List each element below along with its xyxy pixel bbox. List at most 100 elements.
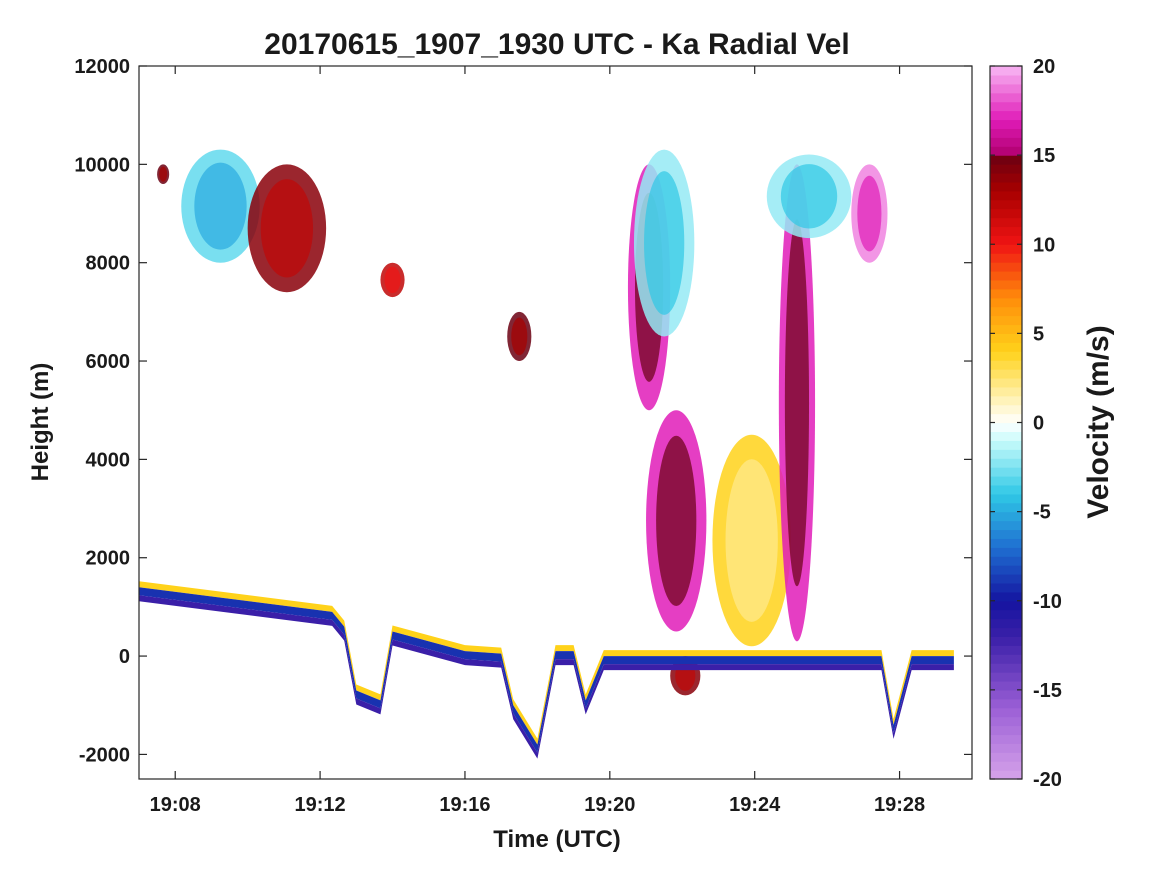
colorbar <box>990 66 1022 780</box>
y-tick-label-8: -2000 <box>79 744 130 766</box>
colorbar-segment-11 <box>990 680 1022 691</box>
colorbar-segment-76 <box>990 101 1022 112</box>
y-tick-label-5: 4000 <box>86 449 131 471</box>
colorbar-segment-79 <box>990 74 1022 85</box>
echo-region-9 <box>712 434 791 647</box>
colorbar-segment-9 <box>990 698 1022 709</box>
colorbar-segment-24 <box>990 565 1022 575</box>
x-tick-label-1: 19:08 <box>150 794 201 816</box>
velocity-heatmap <box>139 149 954 759</box>
colorbar-segment-61 <box>990 235 1022 245</box>
surface-band-middle <box>139 587 954 753</box>
echo-region-5 <box>507 311 532 362</box>
echo-region-4 <box>380 262 405 298</box>
colorbar-segment-25 <box>990 556 1022 566</box>
colorbar-segment-70 <box>990 155 1022 165</box>
colorbar-segment-3 <box>990 752 1022 762</box>
colorbar-segment-36 <box>990 458 1022 468</box>
colorbar-segment-49 <box>990 342 1022 352</box>
colorbar-segment-66 <box>990 190 1022 201</box>
colorbar-segment-69 <box>990 164 1022 174</box>
colorbar-segment-53 <box>990 306 1022 317</box>
colorbar-segment-63 <box>990 217 1022 228</box>
surface-band-upper <box>139 581 954 745</box>
colorbar-tick-label-3: 10 <box>1033 234 1055 256</box>
colorbar-tick-label-1: 20 <box>1033 56 1055 78</box>
x-tick-label-6: 19:28 <box>874 794 925 816</box>
y-tick-label-1: 12000 <box>74 56 130 78</box>
colorbar-segment-65 <box>990 199 1022 210</box>
y-tick-label-2: 10000 <box>74 154 130 176</box>
colorbar-segment-4 <box>990 743 1022 753</box>
colorbar-segment-45 <box>990 377 1022 388</box>
colorbar-segment-21 <box>990 591 1022 602</box>
colorbar-segment-18 <box>990 618 1022 629</box>
x-axis: 19:08 19:12 19:16 19:20 19:24 19:28 <box>150 66 925 816</box>
colorbar-segment-54 <box>990 297 1022 308</box>
colorbar-segment-68 <box>990 172 1022 183</box>
colorbar-ticks: 20 15 10 5 0 -5 -10 -15 -20 <box>990 56 1062 791</box>
colorbar-segment-72 <box>990 137 1022 147</box>
x-tick-label-4: 19:20 <box>584 794 635 816</box>
x-tick-label-2: 19:12 <box>295 794 346 816</box>
colorbar-segment-41 <box>990 413 1022 424</box>
colorbar-segment-1 <box>990 770 1022 780</box>
colorbar-segment-8 <box>990 707 1022 718</box>
colorbar-segment-56 <box>990 279 1022 290</box>
colorbar-segment-22 <box>990 582 1022 593</box>
colorbar-tick-label-6: -5 <box>1033 502 1051 524</box>
plot-area-frame <box>138 65 973 780</box>
echo-region-10 <box>778 164 816 642</box>
colorbar-segment-34 <box>990 475 1022 486</box>
echo-region-8 <box>646 410 707 632</box>
colorbar-tick-label-5: 0 <box>1033 413 1044 435</box>
colorbar-segment-55 <box>990 288 1022 299</box>
colorbar-segment-47 <box>990 360 1022 370</box>
colorbar-segment-73 <box>990 128 1022 138</box>
colorbar-label: Velocity (m/s) <box>1082 325 1115 518</box>
colorbar-segment-7 <box>990 716 1022 727</box>
colorbar-segment-43 <box>990 395 1022 406</box>
colorbar-segment-28 <box>990 529 1022 539</box>
colorbar-segment-31 <box>990 502 1022 513</box>
colorbar-segment-39 <box>990 431 1022 441</box>
colorbar-segment-46 <box>990 369 1022 379</box>
y-tick-label-4: 6000 <box>86 351 131 373</box>
echo-region-12 <box>851 164 888 263</box>
colorbar-segment-74 <box>990 119 1022 129</box>
colorbar-segment-13 <box>990 663 1022 673</box>
colorbar-segment-10 <box>990 689 1022 700</box>
colorbar-segment-38 <box>990 440 1022 450</box>
colorbar-segment-40 <box>990 422 1022 433</box>
colorbar-segment-16 <box>990 636 1022 646</box>
colorbar-segment-35 <box>990 467 1022 477</box>
echo-region-3 <box>247 164 327 293</box>
plot-area-background <box>139 66 972 779</box>
y-axis: 12000 10000 8000 6000 4000 2000 0 -2000 <box>74 56 972 766</box>
colorbar-segment-42 <box>990 404 1022 415</box>
colorbar-segment-27 <box>990 538 1022 548</box>
y-tick-label-3: 8000 <box>86 253 131 275</box>
colorbar-segment-64 <box>990 208 1022 219</box>
colorbar-segment-50 <box>990 333 1022 343</box>
colorbar-segment-57 <box>990 270 1022 281</box>
colorbar-segment-32 <box>990 493 1022 504</box>
colorbar-segment-5 <box>990 734 1022 744</box>
colorbar-segment-6 <box>990 725 1022 736</box>
colorbar-segment-30 <box>990 511 1022 522</box>
colorbar-segment-71 <box>990 146 1022 156</box>
colorbar-segment-33 <box>990 484 1022 495</box>
colorbar-segment-62 <box>990 226 1022 236</box>
colorbar-segment-19 <box>990 609 1022 620</box>
colorbar-segment-67 <box>990 181 1022 192</box>
colorbar-segment-12 <box>990 672 1022 682</box>
colorbar-segment-80 <box>990 66 1022 76</box>
colorbar-segment-44 <box>990 386 1022 397</box>
colorbar-segment-51 <box>990 324 1022 334</box>
chart-title: 20170615_1907_1930 UTC - Ka Radial Vel <box>264 28 849 61</box>
x-tick-label-3: 19:16 <box>439 794 490 816</box>
echo-region-11 <box>766 154 852 239</box>
colorbar-segment-59 <box>990 253 1022 263</box>
colorbar-tick-label-7: -10 <box>1033 591 1062 613</box>
